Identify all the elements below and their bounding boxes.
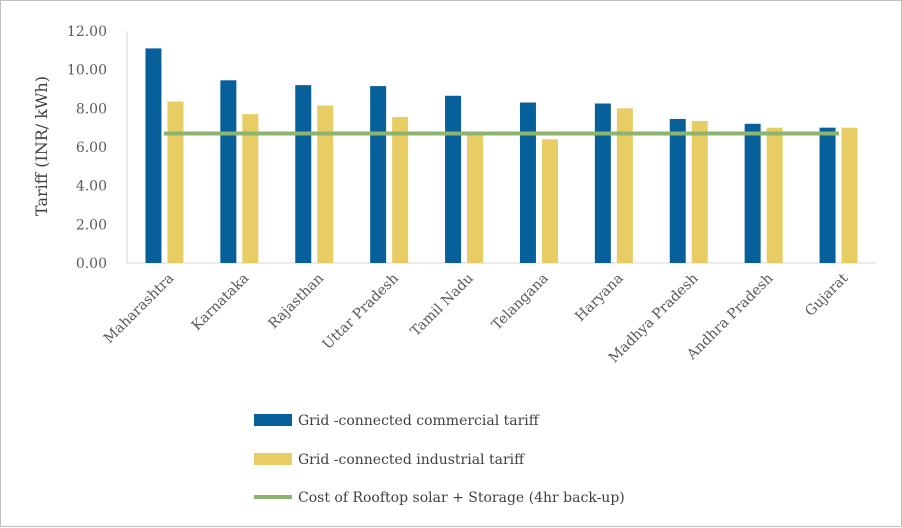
category-label: Karnataka [189,271,252,334]
industrial-tariff-bar [541,139,558,263]
legend-label: Grid -connected industrial tariff [298,452,525,468]
commercial-tariff-bar [819,127,836,264]
industrial-tariff-bar [242,114,259,263]
industrial-tariff-bar [392,117,409,264]
y-tick-label: 12.00 [67,24,107,40]
commercial-tariff-bar [744,123,761,263]
category-label: Rajasthan [265,271,327,333]
commercial-tariff-bar [445,95,462,264]
y-axis-label: Tariff (INR/ kWh) [32,76,51,216]
commercial-tariff-bar [220,80,237,263]
legend-label: Cost of Rooftop solar + Storage (4hr bac… [298,490,625,506]
industrial-tariff-bar [616,108,633,263]
commercial-tariff-bar [295,85,312,263]
industrial-tariff-bar [691,120,708,264]
y-tick-label: 10.00 [67,63,107,79]
category-label: Maharashtra [101,271,177,347]
category-label: Haryana [572,271,626,325]
commercial-tariff-bar [370,86,387,263]
category-label: Telangana [489,271,552,334]
legend-swatch-industrial [254,453,292,465]
commercial-tariff-bar [145,48,162,264]
y-tick-label: 0.00 [76,256,107,272]
category-label: Uttar Pradesh [320,271,402,353]
industrial-tariff-bar [841,127,858,264]
commercial-tariff-bar [669,118,686,263]
y-tick-label: 8.00 [76,101,107,117]
y-tick-label: 2.00 [76,217,107,233]
commercial-tariff-bar [594,103,611,263]
bars [145,48,858,264]
y-tick-label: 6.00 [76,140,107,156]
legend: Grid -connected commercial tariff Grid -c… [254,413,625,506]
category-label: Gujarat [802,270,851,319]
industrial-tariff-bar [317,105,334,263]
y-axis-ticks: 0.00 2.00 4.00 6.00 8.00 10.00 12.00 [67,24,107,272]
legend-label: Grid -connected commercial tariff [298,413,540,429]
industrial-tariff-bar [766,127,783,264]
industrial-tariff-bar [167,101,184,263]
legend-swatch-commercial [254,414,292,426]
commercial-tariff-bar [519,102,536,264]
y-tick-label: 4.00 [76,179,107,195]
industrial-tariff-bar [467,134,484,263]
category-label: Tamil Nadu [408,271,477,340]
